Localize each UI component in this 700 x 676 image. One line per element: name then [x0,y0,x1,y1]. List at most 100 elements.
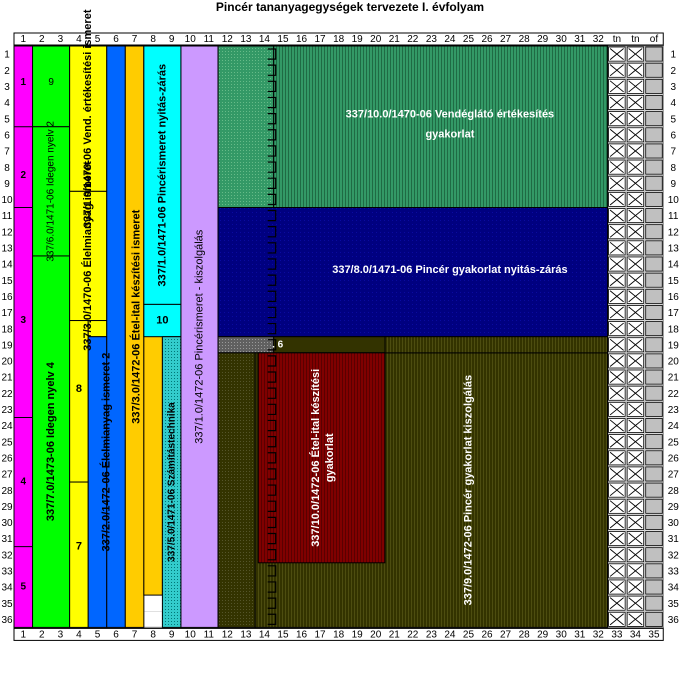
col-number-top: 12 [222,34,234,45]
col-number-top: 17 [315,34,327,45]
crossed-cell-line [628,500,643,513]
label-idegen2: 337/6.0/1471-06 Idegen nyelv 2 [46,121,57,262]
col-number-top: 22 [407,34,419,45]
col-number-top: 25 [463,34,475,45]
row-number-left: 21 [1,373,13,384]
col-number-top: 9 [169,34,175,45]
crossed-cell-line [609,435,624,448]
lesson-notch [267,322,277,335]
crossed-cell-line [628,306,643,319]
row-number-right: 19 [668,340,680,351]
row-number-left: 31 [1,534,13,545]
block-vendeglato-gyakorlat-left [217,45,275,208]
lesson-notch [267,64,277,76]
lesson-notch [267,597,277,609]
lesson-notch [267,532,277,545]
row-number-left: 25 [1,437,13,448]
crossed-cell-line [609,355,624,367]
lesson-notch [267,258,277,270]
row-number-right: 22 [668,389,680,400]
crossed-cell-line [628,128,643,141]
col-number-top: 21 [389,34,401,45]
crossed-cell-line [609,258,624,270]
block-olive-left [217,352,256,628]
row-number-right: 16 [668,292,680,303]
page-title: Pincér tananyagegységek tervezete I. évf… [215,0,485,14]
row-number-left: 3 [4,82,10,93]
row-number-left: 9 [4,179,10,190]
crossed-cell-line [609,419,624,432]
col-number-bottom: 25 [463,630,475,641]
col-number-bottom: 29 [537,630,549,641]
label-szamitas: 337/5.0/1471-06 Számítástechnika [166,402,177,562]
gray-cell [645,175,663,191]
row-number-left: 20 [1,357,13,368]
col-strip-bottom [13,627,664,641]
row-number-left: 5 [4,114,10,125]
col-number-top: 11 [204,34,215,45]
row-number-left: 8 [4,163,10,174]
gray-cell [645,95,663,110]
row-number-left: 15 [1,276,13,287]
crossed-cell-line [628,96,643,109]
row-number-left: 32 [1,550,13,561]
row-number-right: 15 [668,276,680,287]
block-green-9 [32,45,71,128]
lesson-notch [267,371,277,383]
label-pincer_nyit_gyak: 337/8.0/1471-06 Pincér gyakorlat nyitás-… [332,264,567,276]
col-number-bottom: 5 [95,630,101,641]
label-g9: 9 [48,77,54,88]
block-cyan-10 [143,303,182,338]
col-number-bottom: 15 [277,630,289,641]
col-number-top: 10 [185,34,197,45]
row-number-right: 33 [668,567,680,578]
lesson-notch [267,549,277,561]
gray-cell [645,272,663,288]
crossed-cell-line [609,177,624,190]
crossed-cell-line [628,322,643,335]
col-number-bottom: 33 [611,630,623,641]
col-number-bottom: 30 [556,630,568,641]
label-etel_ital_ism: 337/3.0/1472-06 Étel-ital készítési isme… [129,209,142,423]
col-number-bottom: 4 [76,630,82,641]
row-number-right: 31 [668,534,680,545]
row-number-right: 11 [668,211,679,222]
col-number-bottom: 23 [426,630,438,641]
gray-cell [645,353,663,369]
col-number-top: 15 [277,34,289,45]
col-number-top: 32 [593,34,605,45]
crossed-cell-line [609,128,624,141]
row-number-left: 34 [1,583,13,594]
col-number-bottom: 10 [185,630,197,641]
crossed-cell-line [609,581,624,593]
col-number-top: of [650,34,659,45]
gray-cell [645,127,663,143]
col-number-bottom: 12 [222,630,234,641]
gray-cell [645,256,663,272]
row-number-left: 36 [1,615,13,626]
label-col1_3: 3 [20,315,26,326]
crossed-cell-line [628,64,643,77]
lesson-notch [267,80,277,93]
row-number-left: 7 [4,147,10,158]
row-number-right: 13 [668,244,680,255]
lesson-notch [267,193,277,206]
col-number-bottom: 31 [574,630,586,641]
gray-cell [645,78,663,94]
row-number-left: 6 [4,130,10,141]
row-number-right: 21 [668,373,680,384]
row-number-right: 29 [668,502,680,513]
col-number-top: 23 [426,34,438,45]
crossed-cell-line [628,193,643,206]
crossed-cell-line [609,112,624,125]
label-col1_1: 1 [20,77,26,88]
crossed-cell-line [628,80,643,93]
row-number-left: 35 [1,599,13,610]
row-number-right: 18 [668,324,680,335]
row-number-left: 28 [1,486,13,497]
row-number-left: 22 [1,389,13,400]
lesson-notch [267,177,277,189]
col-number-top: 16 [296,34,308,45]
lesson-notch [267,581,277,593]
row-number-right: 30 [668,518,680,529]
